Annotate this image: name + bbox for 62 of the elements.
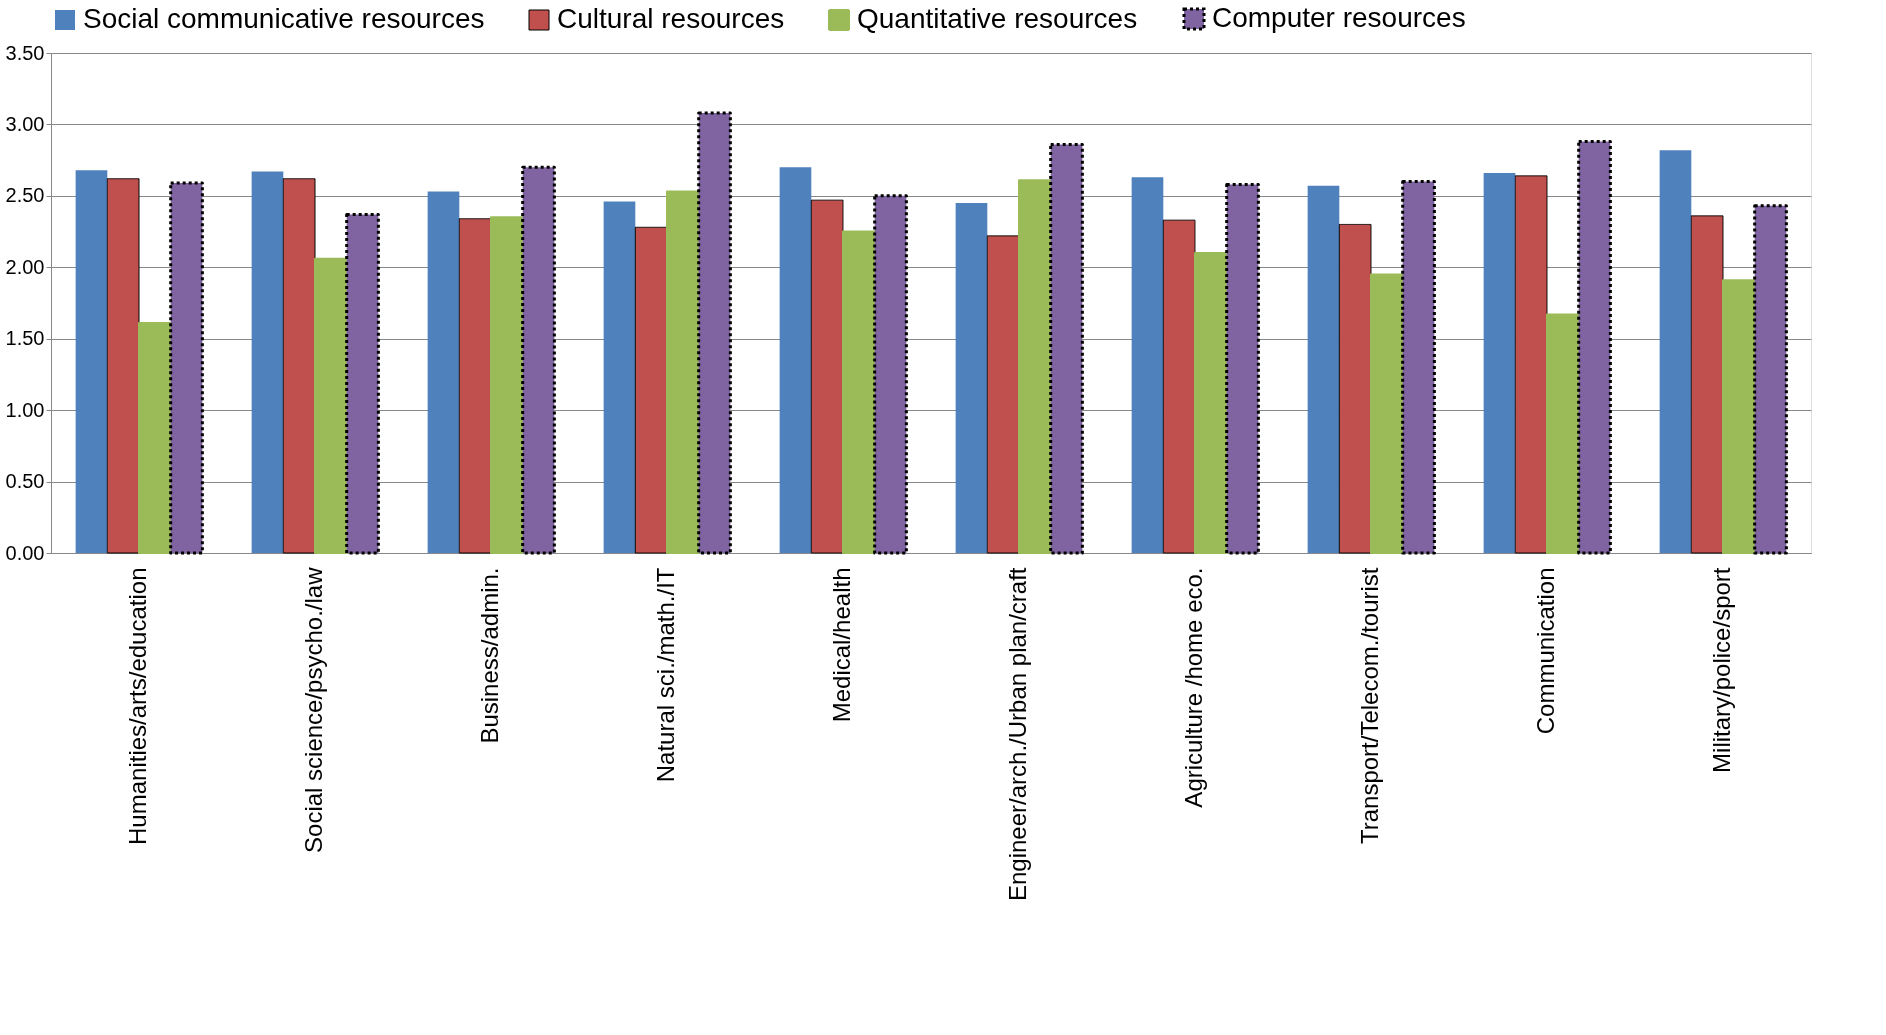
bar <box>521 165 556 555</box>
bar <box>1370 273 1404 554</box>
y-tick-label: 0.00 <box>5 541 45 564</box>
bar <box>1018 179 1052 554</box>
x-tick-label: Humanities/arts/education <box>124 567 151 845</box>
x-tick-label: Military/police/sport <box>1708 567 1735 773</box>
bar <box>666 190 700 554</box>
bar <box>1546 313 1580 554</box>
bar <box>251 171 284 553</box>
legend-label: Cultural resources <box>557 3 785 34</box>
bar <box>1483 173 1516 553</box>
legend-label: Quantitative resources <box>857 3 1138 34</box>
bar <box>458 218 492 554</box>
bar <box>1722 279 1756 554</box>
bar <box>1690 215 1724 554</box>
legend-label: Social communicative resources <box>83 3 485 34</box>
bar <box>810 199 844 554</box>
y-tick-label: 1.50 <box>5 327 45 350</box>
bar <box>1753 204 1788 555</box>
bar <box>138 322 172 554</box>
bar <box>314 257 348 554</box>
y-tick-label: 2.50 <box>5 184 45 207</box>
bar <box>1307 185 1340 553</box>
bar <box>779 167 812 553</box>
bar <box>986 235 1020 554</box>
y-tick-label: 2.00 <box>5 255 45 278</box>
bar <box>282 178 316 554</box>
bar <box>106 178 140 554</box>
bar <box>75 170 108 553</box>
x-tick-label: Natural sci./math./IT <box>652 567 679 783</box>
x-tick-label: Agriculture /home eco. <box>1180 567 1207 808</box>
bar <box>873 194 908 555</box>
bar <box>1162 219 1196 554</box>
bar <box>842 230 876 554</box>
x-tick-label: Transport/Telecom./tourist <box>1356 567 1383 845</box>
bar <box>1514 175 1548 554</box>
bar <box>1659 150 1692 553</box>
y-tick-label: 3.00 <box>5 112 45 135</box>
bar <box>1338 223 1372 554</box>
bar <box>345 212 380 555</box>
y-tick-label: 3.50 <box>5 41 45 64</box>
x-tick-label: Social science/psycho./law <box>300 566 327 853</box>
bar <box>1225 182 1260 555</box>
bar <box>490 216 524 554</box>
bar <box>1049 142 1084 555</box>
x-tick-label: Business/admin. <box>476 567 503 744</box>
x-tick-label: Engineer/arch./Urban plan/craft <box>1004 567 1031 902</box>
bar <box>955 203 988 553</box>
y-tick-label: 0.50 <box>5 470 45 493</box>
bar <box>697 111 732 555</box>
bar <box>1577 140 1612 555</box>
bar <box>603 201 636 553</box>
bar <box>1401 180 1436 555</box>
x-tick-label: Communication <box>1532 567 1559 735</box>
legend-label: Computer resources <box>1212 2 1466 33</box>
bar <box>1194 252 1228 554</box>
y-tick-label: 1.00 <box>5 398 45 421</box>
bar <box>634 226 668 554</box>
bar <box>1131 177 1164 553</box>
bar <box>169 181 204 555</box>
bar <box>427 191 460 553</box>
x-tick-label: Medical/health <box>828 567 855 723</box>
